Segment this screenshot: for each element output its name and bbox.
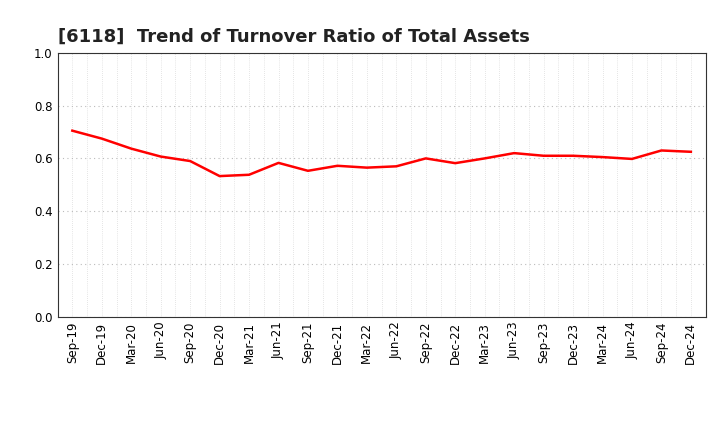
Text: [6118]  Trend of Turnover Ratio of Total Assets: [6118] Trend of Turnover Ratio of Total … <box>58 28 529 46</box>
